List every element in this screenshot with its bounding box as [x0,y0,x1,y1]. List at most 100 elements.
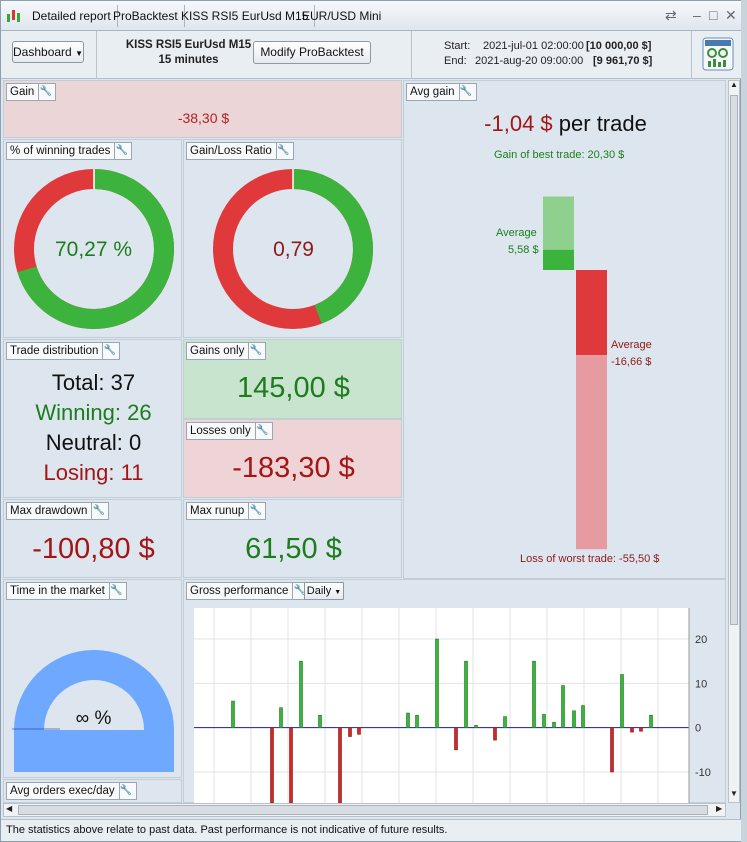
average-gain-label: Average [496,227,537,239]
max-drawdown-value: -100,80 $ [32,533,155,565]
average-gain-bar [543,249,574,270]
gross-performance-label: Gross performance 🔧 [186,582,311,600]
minimize-icon[interactable]: – [693,7,701,23]
wrench-icon[interactable]: 🔧 [248,503,262,519]
scroll-up-icon[interactable]: ▲ [730,80,738,89]
close-icon[interactable]: ✕ [725,7,737,23]
gain-loss-ratio-value: 0,79 [273,238,314,261]
gain-value: -38,30 $ [177,110,230,126]
avg-gain-bars [543,196,607,550]
gain-loss-ratio-label: Gain/Loss Ratio 🔧 [186,142,294,160]
losses-only-label: Losses only 🔧 [186,422,273,440]
y-tick-label: 20 [695,634,707,646]
scroll-right-icon[interactable]: ▶ [716,804,723,813]
average-loss-value: -16,66 $ [611,356,652,368]
end-capital: [9 961,70 $] [593,55,653,67]
dashboard-settings-icon[interactable] [702,37,734,71]
dashboard-label: Dashboard [13,45,72,59]
wrench-icon[interactable]: 🔧 [458,84,473,100]
wrench-icon[interactable]: 🔧 [254,423,269,439]
worst-trade-label: Loss of worst trade: -55,50 $ [520,553,660,565]
tab-probacktest[interactable]: ProBacktest [107,5,185,27]
total-trades: Total: 37 [51,370,136,395]
perf-bar [289,727,293,803]
system-timeframe: 15 minutes [158,54,219,66]
maximize-icon[interactable]: □ [709,7,718,23]
max-runup-label: Max runup 🔧 [186,502,267,520]
losses-only-panel: Losses only 🔧 -183,30 $ [183,419,402,498]
avg-orders-label: Avg orders exec/day 🔧 [6,782,137,800]
perf-bar [357,727,361,735]
average-loss-label: Average [611,339,652,351]
perf-bar [561,685,565,728]
end-date: 2021-aug-20 09:00:00 [475,55,584,67]
winning-trades-label: % of winning trades 🔧 [6,142,133,160]
tab-bar: Detailed report ProBacktest KISS RSI5 Eu… [1,1,741,31]
gains-only-value: 145,00 $ [237,372,350,404]
losing-trades: Losing: 11 [43,460,144,485]
perf-bar [318,714,322,728]
max-drawdown-panel: Max drawdown 🔧 -100,80 $ [3,499,182,578]
avg-gain-value: -1,04 $ [484,111,553,136]
gross-performance-panel: Gross performance 🔧 Daily ▼ 20 10 0 -10 [183,579,726,803]
wrench-icon[interactable]: 🔧 [108,583,123,599]
wrench-icon[interactable]: 🔧 [38,84,52,100]
start-capital: [10 000,00 $] [586,40,652,52]
modify-probacktest-button[interactable]: Modify ProBacktest [253,41,371,64]
perf-bar [552,722,556,728]
trade-distribution-panel: Trade distribution 🔧 Total: 37 Winning: 2… [3,339,182,498]
perf-bar [270,727,274,803]
tab-detailed-report[interactable]: Detailed report [26,5,118,27]
tab-system[interactable]: KISS RSI5 EurUsd M15 [175,5,316,27]
perf-bar [493,727,497,741]
trade-distribution-label: Trade distribution 🔧 [6,342,121,360]
max-runup-value: 61,50 $ [245,533,342,565]
gains-only-label: Gains only 🔧 [186,342,267,360]
period-dropdown[interactable]: Daily ▼ [304,582,344,600]
wrench-icon[interactable]: 🔧 [275,143,290,159]
winning-trades-panel: % of winning trades 🔧 70,27 % [3,139,182,338]
perf-bar [630,727,634,733]
y-tick-label: 0 [695,723,701,735]
gains-only-panel: Gains only 🔧 145,00 $ [183,339,402,419]
gain-panel: Gain 🔧 -38,30 $ [3,80,402,138]
perf-bar [620,674,624,728]
scroll-down-icon[interactable]: ▼ [730,789,738,798]
horizontal-scrollbar[interactable]: ◀ ▶ [3,803,726,817]
perf-bar [464,660,468,728]
start-date: 2021-jul-01 02:00:00 [483,40,584,52]
wrench-icon[interactable]: 🔧 [292,583,306,599]
perf-bar [503,716,507,728]
gain-loss-ratio-panel: Gain/Loss Ratio 🔧 0,79 [183,139,402,338]
perf-bar [406,712,410,728]
vertical-scrollbar[interactable]: ▲ ▼ [728,80,740,803]
perf-bar [348,727,352,737]
avg-orders-panel: Avg orders exec/day 🔧 [3,779,182,803]
time-in-market-panel: Time in the market 🔧 ∞ % [3,579,182,778]
tab-instrument[interactable]: EUR/USD Mini [302,9,382,23]
wrench-icon[interactable]: 🔧 [248,343,262,359]
scroll-thumb[interactable] [730,95,738,625]
best-trade-bar [543,196,574,250]
time-in-market-gauge [12,650,174,772]
gross-performance-chart: 20 10 0 -10 [194,608,711,803]
wrench-icon[interactable]: 🔧 [114,143,128,159]
scroll-left-icon[interactable]: ◀ [6,804,13,813]
gain-label: Gain 🔧 [6,83,57,101]
chart-plot-area [194,608,689,803]
wrench-icon[interactable]: 🔧 [118,783,133,799]
perf-bar [454,727,458,751]
winning-trades: Winning: 26 [35,400,152,425]
gain-loss-donut [213,169,373,329]
share-icon[interactable]: ⇄ [665,7,677,23]
max-drawdown-label: Max drawdown 🔧 [6,502,110,520]
scroll-thumb-horizontal[interactable] [18,805,708,815]
wrench-icon[interactable]: 🔧 [102,343,116,359]
dashboard-dropdown[interactable]: Dashboard ▼ [12,41,84,63]
average-gain-value: 5,58 $ [508,244,539,256]
perf-bar [231,700,235,728]
perf-bar [649,714,653,728]
avg-gain-panel: Avg gain 🔧 -1,04 $ per trade Gain of best… [403,80,726,579]
wrench-icon[interactable]: 🔧 [91,503,105,519]
